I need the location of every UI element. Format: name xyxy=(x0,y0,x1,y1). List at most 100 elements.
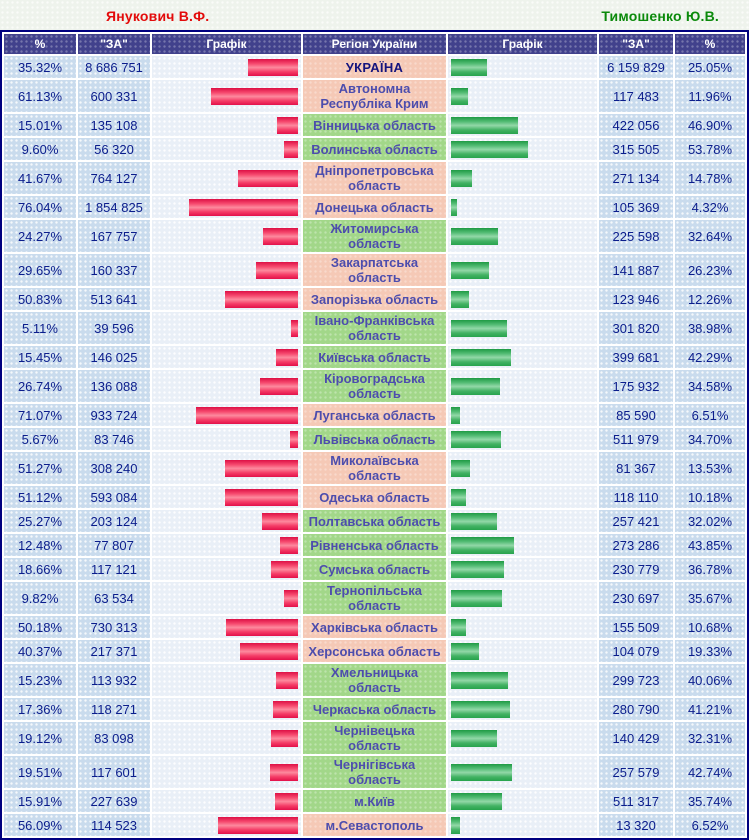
tymoshenko-votes: 301 820 xyxy=(599,312,673,344)
yanukovych-votes: 593 084 xyxy=(78,486,150,508)
region-name[interactable]: Житомирська область xyxy=(330,221,419,251)
region-name-cell[interactable]: Луганська область xyxy=(303,404,446,426)
tymoshenko-bar xyxy=(451,348,512,366)
yanukovych-votes: 63 534 xyxy=(78,582,150,614)
region-name-cell[interactable]: Івано-Франківська область xyxy=(303,312,446,344)
region-name[interactable]: Закарпатська область xyxy=(330,255,419,285)
yanukovych-votes: 730 313 xyxy=(78,616,150,638)
yanukovych-graph-cell xyxy=(152,56,301,78)
region-name-cell[interactable]: Львівська область xyxy=(303,428,446,450)
region-name-cell[interactable]: Миколаївська область xyxy=(303,452,446,484)
yanukovych-percent: 26.74% xyxy=(4,370,76,402)
region-name[interactable]: Кіровоградська область xyxy=(324,371,425,401)
region-name-cell[interactable]: Кіровоградська область xyxy=(303,370,446,402)
region-name[interactable]: Полтавська область xyxy=(308,513,441,529)
yanukovych-votes: 600 331 xyxy=(78,80,150,112)
region-name[interactable]: Одеська область xyxy=(319,489,430,505)
tymoshenko-graph-cell xyxy=(448,162,597,194)
yanukovych-bar xyxy=(270,763,298,781)
region-row: 56.09% 114 523 м.Севастополь 13 320 6.52… xyxy=(4,814,745,836)
region-name[interactable]: Тернопільська область xyxy=(327,583,422,613)
region-name-cell[interactable]: Полтавська область xyxy=(303,510,446,532)
region-name-cell[interactable]: Черкаська область xyxy=(303,698,446,720)
tymoshenko-graph-cell xyxy=(448,428,597,450)
tymoshenko-graph-cell xyxy=(448,452,597,484)
region-name[interactable]: Київська область xyxy=(318,349,431,365)
region-name[interactable]: Сумська область xyxy=(318,561,431,577)
yanukovych-percent: 17.36% xyxy=(4,698,76,720)
yanukovych-votes: 56 320 xyxy=(78,138,150,160)
region-name[interactable]: Луганська область xyxy=(313,407,436,423)
region-name[interactable]: Харківська область xyxy=(311,619,438,635)
tymoshenko-bar xyxy=(451,671,509,689)
yanukovych-graph-cell xyxy=(152,664,301,696)
region-name-cell[interactable]: Чернігівська область xyxy=(303,756,446,788)
tymoshenko-graph-cell xyxy=(448,558,597,580)
yanukovych-bar xyxy=(247,58,298,76)
region-name[interactable]: Херсонська область xyxy=(308,643,441,659)
region-name-cell[interactable]: УКРАЇНА xyxy=(303,56,446,78)
tymoshenko-votes: 273 286 xyxy=(599,534,673,556)
region-name-cell[interactable]: Закарпатська область xyxy=(303,254,446,286)
region-name-cell[interactable]: Сумська область xyxy=(303,558,446,580)
tymoshenko-bar xyxy=(451,198,458,216)
region-row: 26.74% 136 088 Кіровоградська область 17… xyxy=(4,370,745,402)
region-name[interactable]: Хмельницька область xyxy=(330,665,419,695)
tymoshenko-votes: 299 723 xyxy=(599,664,673,696)
region-name[interactable]: Донецька область xyxy=(315,199,434,215)
tymoshenko-percent: 25.05% xyxy=(675,56,745,78)
region-name-cell[interactable]: Житомирська область xyxy=(303,220,446,252)
region-name[interactable]: Рівненська область xyxy=(310,537,439,553)
region-name[interactable]: Черкаська область xyxy=(312,701,437,717)
tymoshenko-bar xyxy=(451,816,461,834)
region-name[interactable]: Львівська область xyxy=(313,431,436,447)
region-name-cell[interactable]: Хмельницька область xyxy=(303,664,446,696)
region-name[interactable]: Автономна Республіка Крим xyxy=(320,81,429,111)
region-name-cell[interactable]: Донецька область xyxy=(303,196,446,218)
region-name[interactable]: Запорізька область xyxy=(310,291,439,307)
region-name-cell[interactable]: м.Київ xyxy=(303,790,446,812)
region-name[interactable]: Дніпропетровська область xyxy=(315,163,434,193)
region-name-cell[interactable]: Волинська область xyxy=(303,138,446,160)
region-name[interactable]: УКРАЇНА xyxy=(345,59,404,75)
tymoshenko-graph-cell xyxy=(448,254,597,286)
region-name-cell[interactable]: Харківська область xyxy=(303,616,446,638)
yanukovych-votes: 227 639 xyxy=(78,790,150,812)
region-name[interactable]: Івано-Франківська область xyxy=(314,313,435,343)
region-name-cell[interactable]: Рівненська область xyxy=(303,534,446,556)
region-name-cell[interactable]: Київська область xyxy=(303,346,446,368)
region-name-cell[interactable]: Запорізька область xyxy=(303,288,446,310)
region-name-cell[interactable]: Автономна Республіка Крим xyxy=(303,80,446,112)
yanukovych-bar xyxy=(280,536,298,554)
tymoshenko-bar xyxy=(451,430,501,448)
tymoshenko-votes: 511 317 xyxy=(599,790,673,812)
tymoshenko-votes: 81 367 xyxy=(599,452,673,484)
tymoshenko-votes: 85 590 xyxy=(599,404,673,426)
tymoshenko-bar xyxy=(451,589,502,607)
region-name-cell[interactable]: Херсонська область xyxy=(303,640,446,662)
region-name[interactable]: Чернівецька область xyxy=(334,723,415,753)
region-name[interactable]: Чернігівська область xyxy=(333,757,416,787)
region-name[interactable]: м.Київ xyxy=(354,793,395,809)
tymoshenko-votes: 511 979 xyxy=(599,428,673,450)
yanukovych-graph-cell xyxy=(152,346,301,368)
region-name-cell[interactable]: м.Севастополь xyxy=(303,814,446,836)
yanukovych-percent: 15.91% xyxy=(4,790,76,812)
tymoshenko-votes: 225 598 xyxy=(599,220,673,252)
col-header-right-za: "ЗА" xyxy=(599,34,673,54)
region-name-cell[interactable]: Тернопільська область xyxy=(303,582,446,614)
region-name[interactable]: Миколаївська область xyxy=(330,453,419,483)
region-name[interactable]: Вінницька область xyxy=(313,117,436,133)
region-name-cell[interactable]: Дніпропетровська область xyxy=(303,162,446,194)
region-name-cell[interactable]: Вінницька область xyxy=(303,114,446,136)
region-row: 50.18% 730 313 Харківська область 155 50… xyxy=(4,616,745,638)
region-name[interactable]: Волинська область xyxy=(311,141,438,157)
region-name-cell[interactable]: Чернівецька область xyxy=(303,722,446,754)
yanukovych-votes: 83 098 xyxy=(78,722,150,754)
yanukovych-percent: 25.27% xyxy=(4,510,76,532)
tymoshenko-percent: 10.18% xyxy=(675,486,745,508)
region-name[interactable]: м.Севастополь xyxy=(325,817,424,833)
yanukovych-graph-cell xyxy=(152,162,301,194)
region-name-cell[interactable]: Одеська область xyxy=(303,486,446,508)
tymoshenko-percent: 34.70% xyxy=(675,428,745,450)
